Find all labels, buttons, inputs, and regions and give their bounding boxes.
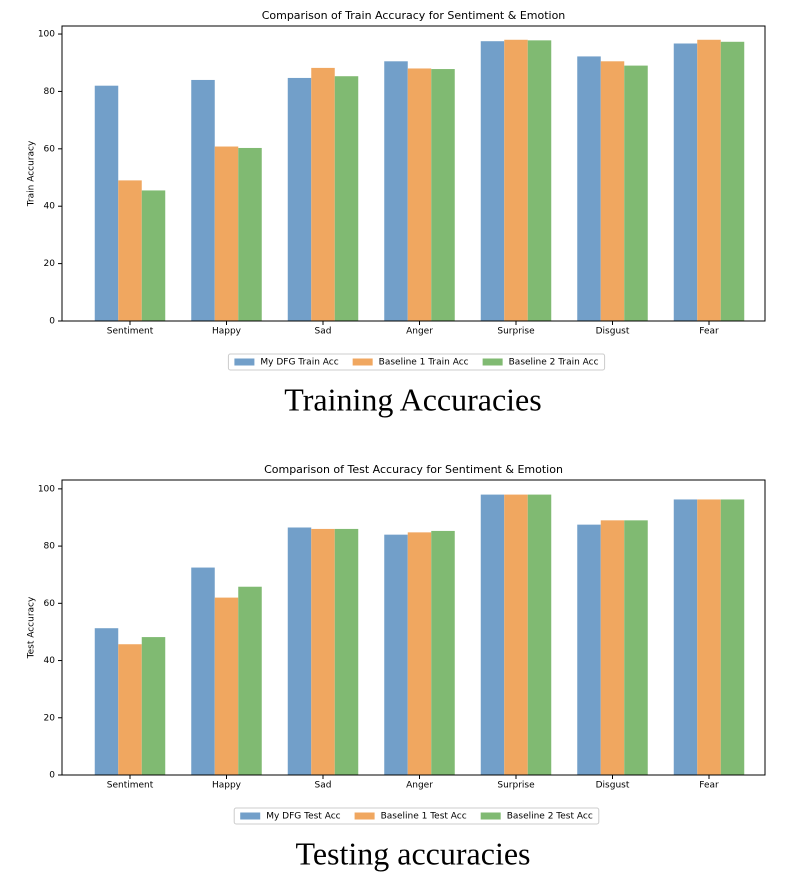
- chart: Comparison of Train Accuracy for Sentime…: [27, 9, 766, 417]
- legend: My DFG Test Acc Baseline 1 Test Acc Baseli…: [233, 807, 600, 825]
- bar: [384, 534, 408, 775]
- legend-label: My DFG Train Acc: [260, 358, 338, 368]
- plot-frame: [61, 25, 766, 322]
- x-tick-label: Fear: [699, 327, 719, 337]
- y-tick-label: 0: [49, 317, 55, 327]
- legend-label: Baseline 2 Train Acc: [509, 358, 599, 368]
- bar: [480, 494, 505, 775]
- y-tick-label: 60: [44, 599, 56, 609]
- bar: [118, 180, 142, 321]
- x-tick-label: Anger: [406, 781, 433, 791]
- x-tick-label: Happy: [212, 327, 242, 337]
- chart-title: Comparison of Test Accuracy for Sentimen…: [264, 463, 563, 476]
- bar: [311, 528, 335, 775]
- x-tick-label: Anger: [406, 327, 433, 337]
- legend-swatch: [482, 358, 503, 366]
- bar: [407, 532, 432, 775]
- bar: [141, 637, 166, 775]
- y-tick-label: 100: [38, 30, 55, 40]
- legend-label: Baseline 1 Train Acc: [379, 358, 469, 368]
- legend-swatch: [354, 812, 375, 820]
- y-axis-label: Test Accuracy: [27, 596, 37, 659]
- y-tick-label: 40: [44, 202, 56, 212]
- bar: [141, 190, 166, 321]
- bar: [287, 527, 312, 775]
- y-tick-label: 40: [44, 656, 56, 666]
- bar: [94, 85, 119, 321]
- legend-label: Baseline 1 Test Acc: [381, 812, 467, 822]
- bar: [504, 494, 528, 775]
- bar: [720, 499, 745, 775]
- x-tick-label: Surprise: [497, 781, 535, 791]
- bar: [431, 69, 455, 322]
- legend-box: [227, 353, 606, 371]
- x-tick-label: Sentiment: [107, 327, 154, 337]
- y-tick-label: 0: [49, 771, 55, 781]
- x-tick-label: Sad: [315, 781, 332, 791]
- legend-swatch: [240, 812, 261, 820]
- x-tick-label: Fear: [699, 781, 719, 791]
- chart: Comparison of Test Accuracy for Sentimen…: [27, 463, 766, 871]
- bar: [334, 528, 359, 775]
- x-tick-label: Sentiment: [107, 781, 154, 791]
- caption: Testing accuracies: [296, 835, 531, 871]
- bar: [94, 628, 119, 775]
- legend: My DFG Train Acc Baseline 1 Train Acc Base…: [227, 353, 606, 371]
- bar: [191, 79, 215, 321]
- y-tick-label: 20: [44, 259, 56, 269]
- y-tick-label: 100: [38, 484, 55, 494]
- bar: [287, 77, 312, 321]
- bar: [407, 68, 432, 321]
- bar: [577, 524, 601, 775]
- bar: [431, 530, 455, 775]
- x-tick-label: Sad: [315, 327, 332, 337]
- bar: [214, 597, 239, 775]
- bar: [118, 644, 142, 775]
- x-tick-label: Disgust: [596, 781, 630, 791]
- bar: [697, 499, 721, 775]
- y-tick-label: 80: [44, 542, 56, 552]
- legend-label: Baseline 2 Test Acc: [507, 812, 593, 822]
- chart-title: Comparison of Train Accuracy for Sentime…: [262, 9, 566, 22]
- bar: [311, 67, 335, 322]
- bar: [673, 499, 698, 775]
- bar: [600, 520, 625, 775]
- bar: [334, 76, 359, 321]
- bar: [480, 41, 505, 322]
- legend-box: [233, 807, 600, 825]
- bar: [577, 56, 601, 322]
- legend-swatch: [234, 358, 255, 366]
- bar: [238, 586, 262, 775]
- y-tick-label: 80: [44, 87, 56, 97]
- legend-label: My DFG Test Acc: [266, 812, 340, 822]
- bar: [624, 520, 648, 775]
- bar: [527, 494, 552, 775]
- bar: [600, 61, 625, 321]
- plot-frame: [61, 479, 766, 776]
- bar: [504, 39, 528, 321]
- bar: [384, 61, 408, 321]
- legend-swatch: [352, 358, 373, 366]
- legend-swatch: [480, 812, 501, 820]
- x-tick-label: Disgust: [596, 327, 630, 337]
- caption: Training Accuracies: [284, 381, 541, 417]
- bar: [673, 43, 698, 322]
- y-axis-label: Train Accuracy: [27, 140, 37, 207]
- bar: [238, 147, 262, 321]
- bar: [697, 39, 721, 321]
- bar: [214, 146, 239, 321]
- bar: [191, 567, 215, 775]
- x-tick-label: Happy: [212, 781, 242, 791]
- bar: [527, 40, 552, 322]
- x-tick-label: Surprise: [497, 327, 535, 337]
- bar: [720, 41, 745, 321]
- y-tick-label: 20: [44, 713, 56, 723]
- bar: [624, 65, 648, 321]
- y-tick-label: 60: [44, 144, 56, 154]
